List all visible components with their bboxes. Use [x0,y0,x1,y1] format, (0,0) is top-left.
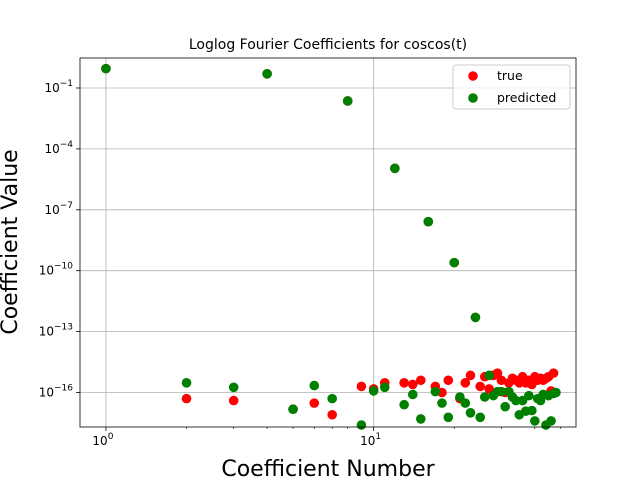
point-true [399,378,409,388]
point-predicted [415,414,426,424]
point-predicted [342,96,353,106]
x-axis-title: Coefficient Number [221,457,435,480]
point-predicted [228,382,239,393]
point-true [475,381,485,392]
point-predicted [288,404,298,415]
point-predicted [460,398,471,408]
point-predicted [449,257,460,268]
legend-label-predicted: predicted [497,90,556,105]
point-predicted [309,380,320,391]
point-predicted [484,370,494,381]
point-predicted [407,389,418,400]
point-predicted [527,405,537,416]
series-predicted [101,63,561,430]
point-predicted [262,68,272,79]
point-true [407,379,418,390]
point-predicted [511,395,521,406]
legend-marker-true [468,71,478,81]
point-predicted [443,412,454,423]
point-predicted [551,387,561,398]
y-tick-label: 10−13 [39,323,73,339]
y-axis-title: Coefficient Value [0,149,23,334]
legend-marker-predicted [468,93,478,103]
point-predicted [368,386,379,396]
x-axis-ticks: 100 101 [92,427,562,448]
point-predicted [181,378,192,388]
point-true [460,378,471,388]
point-predicted [390,163,400,174]
plot-area [80,58,576,427]
point-true [356,381,367,392]
point-predicted [475,412,485,423]
legend-box [452,64,571,110]
point-predicted [500,401,510,412]
point-predicted [546,416,556,426]
point-predicted [437,398,447,408]
point-true [548,368,559,378]
point-predicted [399,399,409,410]
legend-label-true: true [497,68,523,83]
y-tick-label: 10−1 [44,79,73,95]
point-predicted [423,216,434,227]
legend: true predicted [452,64,571,110]
y-tick-label: 10−10 [39,262,74,278]
point-true [181,393,192,404]
chart-title: Loglog Fourier Coefficients for coscos(t… [189,37,467,53]
point-true [415,375,426,386]
point-true [496,375,507,386]
point-true [492,368,503,378]
point-predicted [430,386,441,397]
point-predicted [496,386,507,397]
point-true [327,409,337,420]
point-true [443,375,454,386]
point-predicted [524,390,534,401]
point-predicted [379,382,390,393]
point-predicted [356,420,367,430]
y-tick-label: 10−4 [44,140,73,156]
y-tick-label: 10−16 [39,384,74,400]
point-true [228,395,239,406]
point-true [309,398,320,408]
point-predicted [530,416,540,426]
x-tick-label: 100 [92,432,113,448]
point-true [465,370,476,381]
plot-frame [79,57,577,428]
point-predicted [101,63,111,74]
point-predicted [327,393,337,404]
y-tick-label: 10−7 [44,201,73,217]
y-axis-ticks: 10−1 10−4 10−7 10−10 10−13 10−16 [39,79,80,400]
x-tick-label: 101 [360,432,381,448]
point-predicted [470,312,481,323]
point-predicted [465,408,476,418]
point-predicted [479,392,490,402]
data-points [101,63,561,430]
